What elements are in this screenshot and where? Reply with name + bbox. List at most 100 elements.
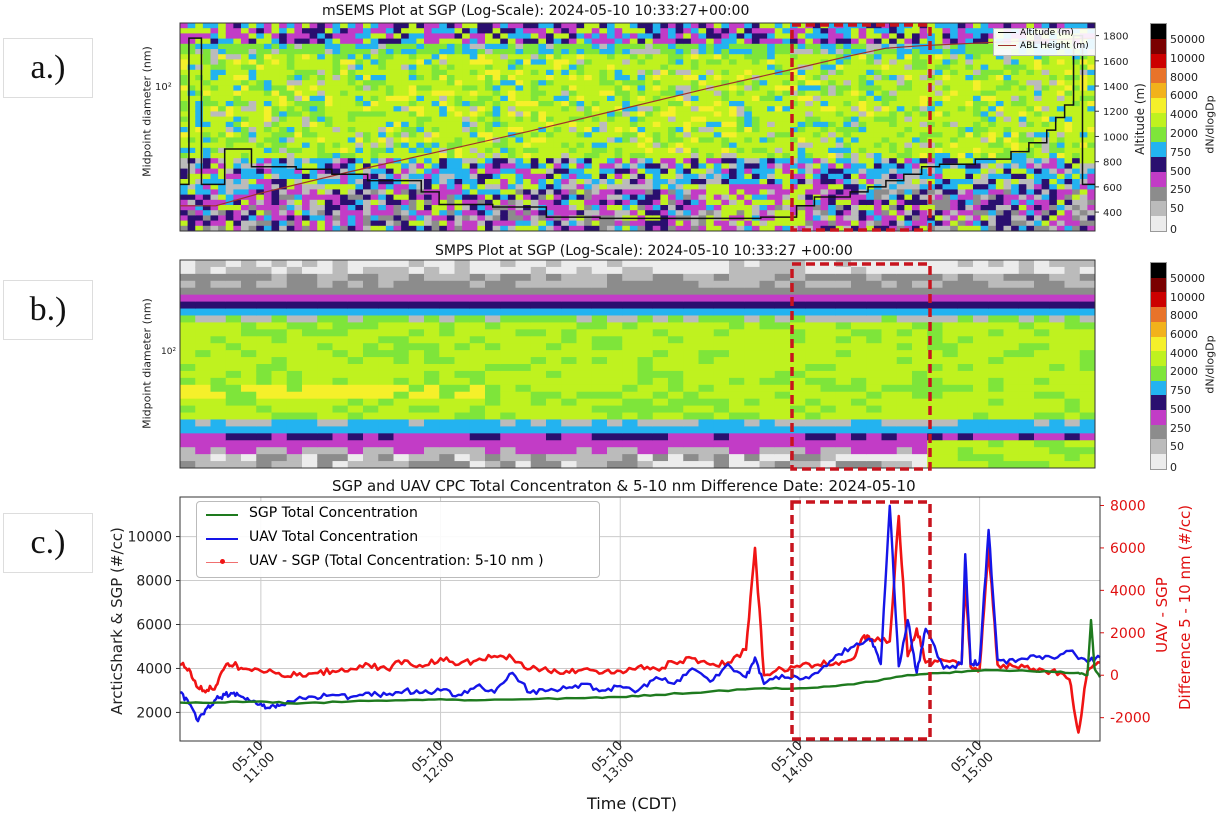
- heatmap-cell: [561, 43, 570, 50]
- heatmap-cell: [622, 23, 631, 29]
- heatmap-cell: [896, 75, 905, 81]
- heatmap-cell: [774, 210, 783, 216]
- heatmap-cell: [202, 54, 211, 60]
- heatmap-cell: [180, 280, 196, 289]
- heatmap-cell: [424, 23, 433, 29]
- heatmap-cell: [294, 168, 303, 175]
- heatmap-cell: [759, 33, 768, 40]
- heatmap-cell: [477, 101, 486, 107]
- heatmap-cell: [637, 184, 646, 190]
- heatmap-cell: [202, 168, 211, 175]
- heatmap-cell: [263, 59, 272, 66]
- heatmap-cell: [957, 49, 966, 55]
- heatmap-cell: [233, 49, 242, 55]
- heatmap-cell: [424, 205, 433, 211]
- heatmap-cell: [233, 23, 242, 29]
- heatmap-cell: [1003, 101, 1012, 107]
- heatmap-cell: [927, 189, 936, 196]
- heatmap-cell: [713, 28, 722, 34]
- heatmap-cell: [408, 137, 417, 144]
- heatmap-cell: [881, 101, 890, 107]
- heatmap-cell: [302, 121, 311, 128]
- heatmap-cell: [500, 163, 509, 170]
- heatmap-cell: [302, 49, 311, 55]
- heatmap-cell: [263, 69, 272, 76]
- heatmap-cell: [225, 43, 234, 50]
- heatmap-cell: [431, 220, 440, 227]
- heatmap-cell: [965, 215, 974, 222]
- heatmap-cell: [805, 147, 814, 154]
- heatmap-cell: [241, 163, 250, 170]
- heatmap-cell: [675, 90, 684, 97]
- heatmap-cell: [340, 189, 349, 196]
- heatmap-cell: [751, 137, 760, 144]
- heatmap-cell: [973, 127, 982, 133]
- heatmap-cell: [1064, 153, 1073, 159]
- heatmap-cell: [1003, 137, 1012, 144]
- heatmap-cell: [446, 127, 455, 133]
- heatmap-cell: [378, 43, 387, 50]
- heatmap-cell: [599, 210, 608, 216]
- heatmap-cell: [195, 225, 204, 232]
- heatmap-cell: [363, 199, 372, 206]
- heatmap-cell: [706, 137, 715, 144]
- heatmap-cell: [263, 23, 272, 29]
- heatmap-cell: [599, 173, 608, 180]
- heatmap-cell: [919, 225, 928, 232]
- heatmap-cell: [607, 59, 616, 66]
- heatmap-cell: [195, 75, 204, 81]
- heatmap-cell: [530, 121, 539, 128]
- heatmap-cell: [759, 101, 768, 107]
- heatmap-cell: [683, 168, 692, 175]
- heatmap-cell: [820, 95, 829, 102]
- heatmap-cell: [332, 194, 341, 201]
- heatmap-cell: [294, 49, 303, 55]
- heatmap-cell: [675, 142, 684, 149]
- heatmap-cell: [881, 59, 890, 66]
- heatmap-cell: [180, 116, 189, 123]
- heatmap-cell: [561, 173, 570, 180]
- heatmap-cell: [1072, 173, 1081, 180]
- heatmap-cell: [652, 111, 661, 118]
- heatmap-cell: [393, 28, 402, 34]
- heatmap-cell: [843, 220, 852, 227]
- mSEMS-altitude-label: Altitude (m): [1133, 83, 1147, 155]
- heatmap-cell: [332, 153, 341, 159]
- heatmap-cell: [340, 194, 349, 201]
- heatmap-cell: [683, 205, 692, 211]
- heatmap-cell: [782, 179, 791, 185]
- heatmap-cell: [279, 116, 288, 123]
- heatmap-cell: [294, 220, 303, 227]
- heatmap-cell: [294, 199, 303, 206]
- heatmap-cell: [668, 205, 677, 211]
- heatmap-cell: [477, 132, 486, 138]
- heatmap-cell: [957, 111, 966, 118]
- heatmap-cell: [1003, 121, 1012, 128]
- heatmap-cell: [469, 173, 478, 180]
- heatmap-cell: [652, 184, 661, 190]
- heatmap-cell: [332, 184, 341, 190]
- heatmap-cell: [225, 308, 242, 316]
- heatmap-cell: [431, 210, 440, 216]
- heatmap-cell: [446, 75, 455, 81]
- heatmap-cell: [1026, 54, 1035, 60]
- heatmap-cell: [485, 59, 494, 66]
- heatmap-cell: [973, 179, 982, 185]
- heatmap-cell: [355, 49, 364, 55]
- heatmap-cell: [225, 54, 234, 60]
- heatmap-cell: [995, 215, 1004, 222]
- heatmap-cell: [1018, 173, 1027, 180]
- heatmap-cell: [180, 343, 196, 351]
- heatmap-cell: [751, 95, 760, 102]
- heatmap-cell: [439, 23, 448, 29]
- heatmap-cell: [774, 194, 783, 201]
- heatmap-cell: [546, 220, 555, 227]
- heatmap-cell: [965, 111, 974, 118]
- heatmap-cell: [767, 95, 776, 102]
- heatmap-cell: [660, 132, 669, 138]
- heatmap-cell: [1064, 205, 1073, 211]
- heatmap-cell: [988, 194, 997, 201]
- colorbar-tick-label: 50000: [1170, 32, 1205, 46]
- heatmap-cell: [683, 184, 692, 190]
- heatmap-cell: [294, 215, 303, 222]
